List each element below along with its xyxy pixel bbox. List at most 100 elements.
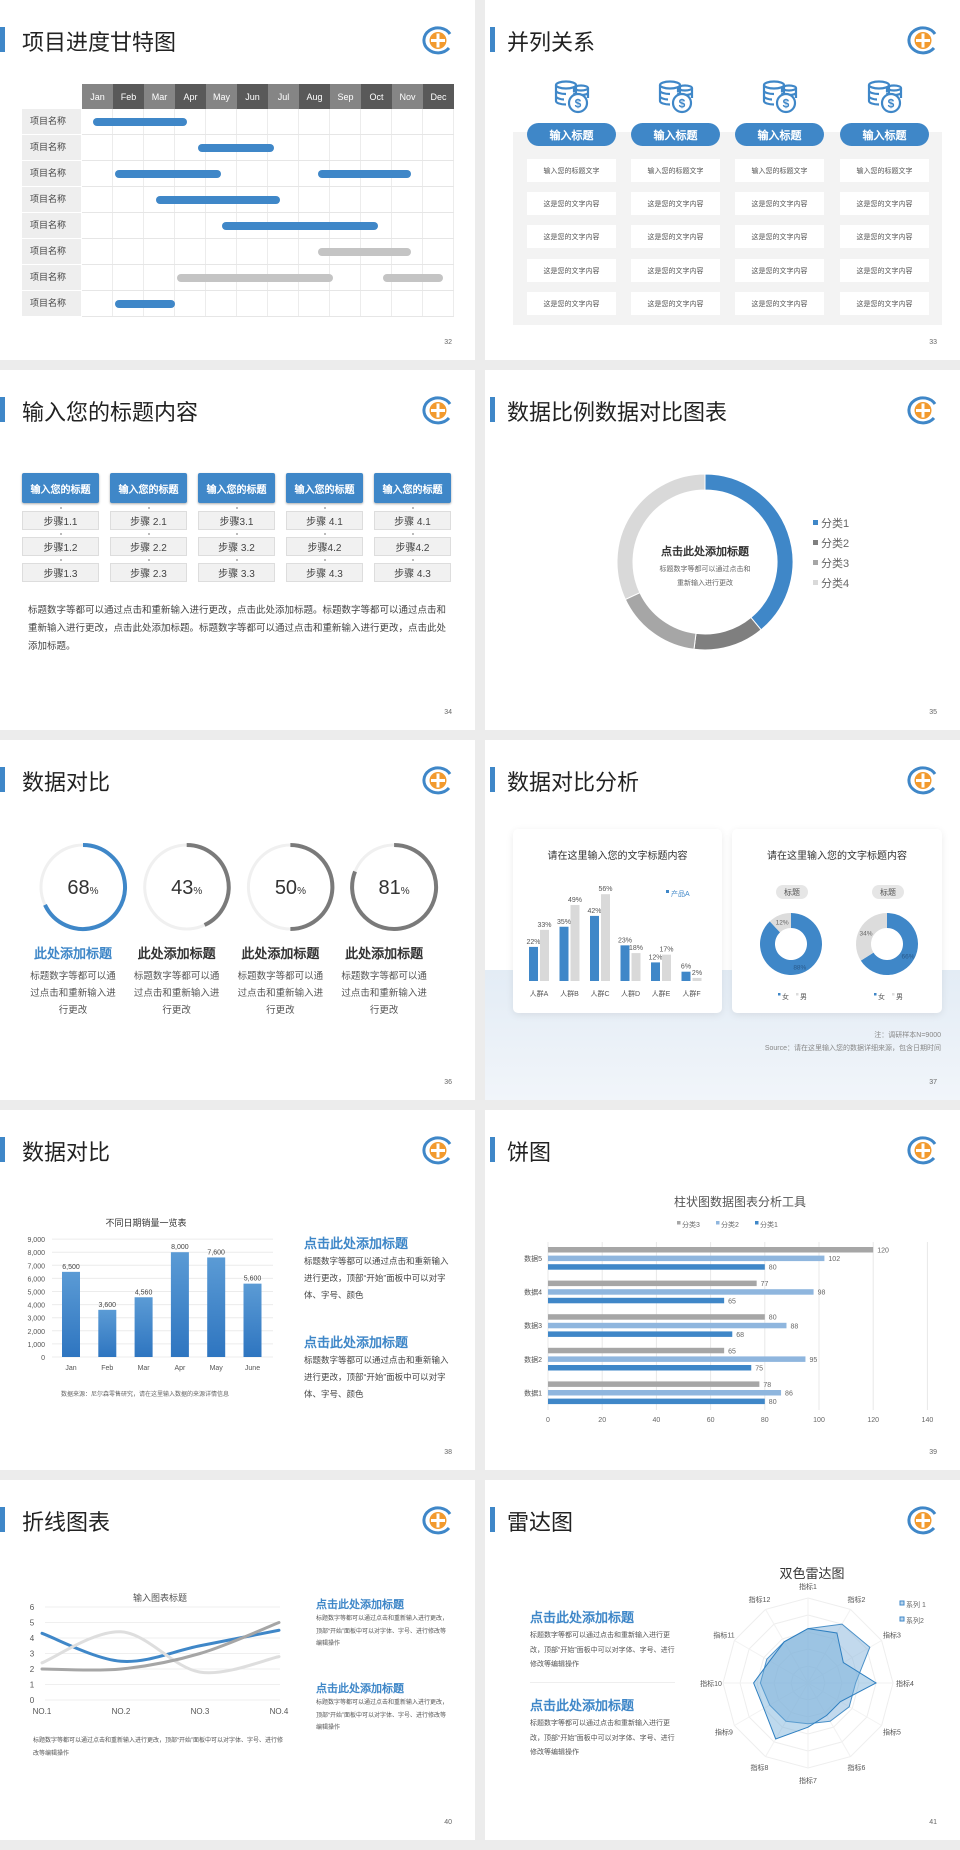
progress-rings: 68% 43% 50% 81%: [39, 843, 439, 931]
slide-title: 数据对比: [22, 1140, 111, 1165]
title-button[interactable]: 输入标题: [840, 123, 929, 146]
gantt-bar[interactable]: [114, 300, 175, 308]
axis-label: 指标11: [713, 1631, 734, 1640]
bar-value-suffix: %: [595, 908, 601, 915]
ring-heading: 此处添加标题: [241, 946, 320, 961]
donut-segment: [856, 913, 887, 961]
step-header[interactable]: 输入您的标题: [110, 473, 187, 503]
legend-swatch: [813, 540, 818, 545]
step-box: 步骤4.2: [374, 537, 451, 556]
chart-footnote: 数据来源：尼尔森零售研究，请在这里输入数据的来源详情信息: [60, 1392, 229, 1398]
connector-dot: [412, 507, 414, 509]
x-tick-label: 140: [922, 1417, 934, 1424]
bar-value: 33: [537, 922, 545, 929]
legend-swatch: [677, 1221, 681, 1225]
gantt-bar[interactable]: [92, 118, 188, 126]
bar: [170, 1252, 189, 1357]
category-label: 数据5: [524, 1254, 542, 1263]
x-tick-label: 100: [813, 1417, 825, 1424]
bar-value: 49: [568, 897, 576, 904]
svg-text:$: $: [783, 97, 790, 111]
page-number: 39: [929, 1449, 937, 1456]
bar: [548, 1289, 814, 1295]
y-tick-label: 0: [30, 1696, 35, 1705]
step-header[interactable]: 输入您的标题: [198, 473, 275, 503]
step-box: 步骤 4.1: [374, 511, 451, 530]
svg-text:$: $: [888, 97, 895, 111]
text-box: 这是您的文字内容: [840, 192, 929, 215]
x-tick-label: June: [245, 1365, 260, 1372]
bar-value: 2: [692, 970, 696, 977]
divider: [530, 1682, 675, 1683]
category-label: 数据1: [524, 1388, 542, 1397]
line-chart: 输入图表标题 0 1 2 3 4 5 6 NO.1 NO.2 NO.3 NO.4: [30, 1592, 289, 1716]
axis-label: 指标12: [749, 1595, 771, 1604]
legend-label: 系列 1: [906, 1600, 926, 1609]
x-tick-label: Jan: [65, 1365, 76, 1372]
ring-value: 81%: [379, 877, 410, 899]
donut-segment: [769, 913, 791, 933]
step-header[interactable]: 输入您的标题: [22, 473, 99, 503]
step-box: 步骤 2.3: [110, 563, 187, 582]
category-label: 人群D: [621, 989, 640, 998]
gantt-bar[interactable]: [176, 274, 334, 282]
gantt-bar[interactable]: [382, 274, 444, 282]
title-button[interactable]: 输入标题: [527, 123, 616, 146]
slide-title: 饼图: [507, 1140, 552, 1165]
title-accent-bar: [0, 1137, 5, 1162]
donut-value: 12: [776, 920, 784, 927]
donut-value-suffix: %: [909, 954, 915, 961]
month-header: Feb: [113, 84, 144, 109]
legend-swatch: [899, 1600, 905, 1606]
title-button[interactable]: 输入标题: [631, 123, 720, 146]
title-accent-bar: [490, 1137, 495, 1162]
x-tick-label: 40: [653, 1417, 661, 1424]
bar: [651, 962, 660, 981]
bar-value-suffix: %: [565, 919, 571, 926]
bar-value-suffix: %: [696, 970, 702, 977]
bar: [540, 929, 549, 981]
bar-value-label: 98: [818, 1290, 826, 1297]
bar-value-suffix: %: [656, 954, 662, 961]
step-header[interactable]: 输入您的标题: [374, 473, 451, 503]
title-badge: 标题: [872, 885, 904, 899]
category-label: 数据3: [524, 1321, 542, 1330]
bar: [548, 1365, 752, 1371]
axis-label: 指标8: [751, 1763, 769, 1772]
month-header: Jul: [268, 84, 299, 109]
title-button[interactable]: 输入标题: [735, 123, 824, 146]
analysis-charts: 22%33%人群A35%49%人群B42%56%人群C23%18%人群D12%1…: [526, 886, 918, 1001]
bar-value-label: 80: [769, 1399, 777, 1406]
legend-label: 分类4: [821, 576, 849, 590]
ring-progress: [290, 843, 335, 931]
bar: [548, 1347, 725, 1354]
gantt-bar[interactable]: [221, 222, 379, 230]
axis-label: 指标6: [848, 1763, 866, 1772]
step-box: 步骤1.3: [22, 563, 99, 582]
gantt-row-label: 项目名称: [22, 265, 81, 290]
gantt-bar[interactable]: [156, 196, 281, 204]
ring-heading: 此处添加标题: [137, 946, 216, 961]
axis-label: 指标4: [896, 1679, 914, 1688]
logo-icon: [422, 766, 454, 796]
bar-value-label: 8,000: [171, 1244, 189, 1251]
page-number: 33: [929, 339, 937, 346]
ring-heading: 此处添加标题: [33, 946, 112, 961]
legend-swatch: [813, 580, 818, 585]
bar: [570, 905, 580, 981]
chart-title: 双色雷达图: [779, 1566, 844, 1581]
connector-dot: [60, 559, 62, 561]
gantt-bar[interactable]: [198, 144, 275, 152]
gantt-bar[interactable]: [114, 170, 222, 178]
connector-dot: [148, 533, 150, 535]
bar-value-label: 3,600: [99, 1302, 117, 1309]
x-tick-label: 20: [598, 1417, 606, 1424]
gantt-bar[interactable]: [317, 248, 411, 256]
category-label: 数据2: [524, 1355, 542, 1364]
step-header[interactable]: 输入您的标题: [286, 473, 363, 503]
block-body: 标题数字等都可以通过点击和重新输入进行更改，顶部“开始”面板中可以对字体、字号、…: [530, 1632, 675, 1668]
legend-label: 女: [782, 992, 789, 1001]
gantt-bar[interactable]: [317, 170, 411, 178]
y-tick-label: 7,000: [27, 1263, 45, 1270]
